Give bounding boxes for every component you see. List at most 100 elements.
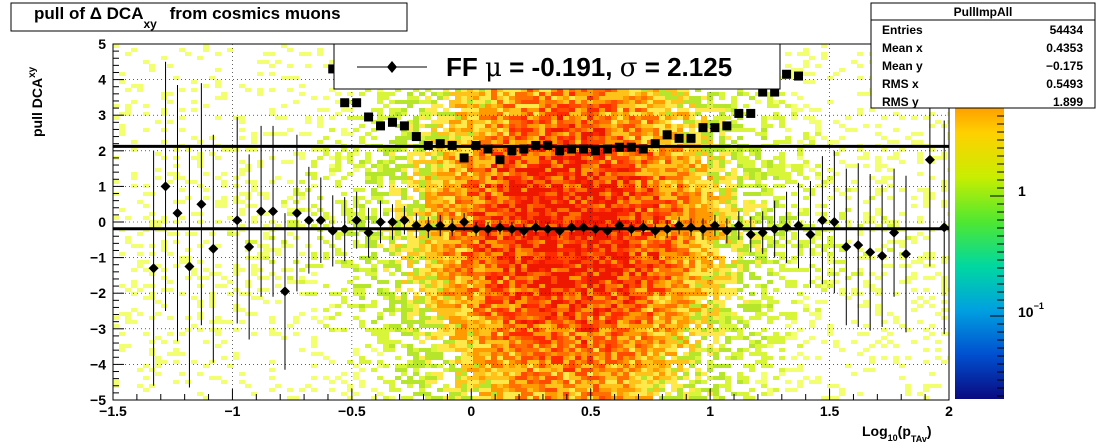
heatmap-cell [155,120,161,124]
heatmap-cell [515,248,521,252]
heatmap-cell [491,344,497,348]
heatmap-cell [299,388,305,392]
heatmap-cell [605,392,611,396]
heatmap-cell [575,124,581,128]
heatmap-cell [635,160,641,164]
heatmap-cell [617,176,623,180]
heatmap-cell [647,312,653,316]
heatmap-cell [659,340,665,344]
heatmap-cell [599,392,605,396]
heatmap-cell [347,132,353,136]
heatmap-cell [593,356,599,360]
heatmap-cell [185,328,191,332]
heatmap-cell [437,260,443,264]
heatmap-cell [599,336,605,340]
heatmap-cell [413,304,419,308]
heatmap-cell [335,180,341,184]
heatmap-cell [527,136,533,140]
heatmap-cell [443,264,449,268]
heatmap-cell [137,200,143,204]
heatmap-cell [521,92,527,96]
heatmap-cell [413,300,419,304]
heatmap-cell [335,92,341,96]
heatmap-cell [533,320,539,324]
heatmap-cell [503,236,509,240]
heatmap-cell [197,304,203,308]
heatmap-cell [449,264,455,268]
heatmap-cell [599,332,605,336]
heatmap-cell [461,116,467,120]
heatmap-cell [209,152,215,156]
heatmap-cell [467,220,473,224]
heatmap-cell [641,108,647,112]
heatmap-cell [359,244,365,248]
heatmap-cell [359,256,365,260]
heatmap-cell [557,320,563,324]
heatmap-cell [347,264,353,268]
heatmap-cell [383,380,389,384]
heatmap-cell [431,288,437,292]
heatmap-cell [407,132,413,136]
heatmap-cell [629,280,635,284]
heatmap-cell [527,192,533,196]
heatmap-cell [611,288,617,292]
heatmap-cell [569,100,575,104]
heatmap-cell [623,136,629,140]
heatmap-cell [281,336,287,340]
heatmap-cell [437,136,443,140]
heatmap-cell [191,232,197,236]
heatmap-cell [119,344,125,348]
heatmap-cell [389,396,395,400]
heatmap-cell [677,180,683,184]
heatmap-cell [677,116,683,120]
heatmap-cell [371,328,377,332]
heatmap-cell [581,288,587,292]
heatmap-cell [455,344,461,348]
heatmap-cell [353,116,359,120]
heatmap-cell [635,108,641,112]
heatmap-cell [239,320,245,324]
heatmap-cell [617,376,623,380]
heatmap-cell [527,100,533,104]
heatmap-cell [533,104,539,108]
heatmap-cell [497,152,503,156]
heatmap-cell [653,160,659,164]
heatmap-cell [311,316,317,320]
heatmap-cell [629,112,635,116]
heatmap-cell [269,180,275,184]
heatmap-cell [593,352,599,356]
heatmap-cell [665,252,671,256]
heatmap-cell [443,280,449,284]
heatmap-cell [161,360,167,364]
heatmap-cell [557,356,563,360]
heatmap-cell [677,260,683,264]
heatmap-cell [473,300,479,304]
heatmap-cell [365,360,371,364]
heatmap-cell [503,368,509,372]
heatmap-cell [299,84,305,88]
heatmap-cell [263,300,269,304]
heatmap-cell [515,316,521,320]
heatmap-cell [509,392,515,396]
heatmap-cell [365,156,371,160]
heatmap-cell [473,324,479,328]
heatmap-cell [521,332,527,336]
heatmap-cell [125,320,131,324]
heatmap-cell [479,180,485,184]
heatmap-cell [617,128,623,132]
heatmap-cell [581,284,587,288]
heatmap-cell [461,192,467,196]
heatmap-cell [461,336,467,340]
heatmap-cell [641,388,647,392]
heatmap-cell [413,128,419,132]
heatmap-cell [653,320,659,324]
heatmap-cell [449,212,455,216]
heatmap-cell [533,100,539,104]
heatmap-cell [491,248,497,252]
heatmap-cell [335,232,341,236]
heatmap-cell [545,204,551,208]
heatmap-cell [221,276,227,280]
heatmap-cell [647,172,653,176]
heatmap-cell [545,92,551,96]
